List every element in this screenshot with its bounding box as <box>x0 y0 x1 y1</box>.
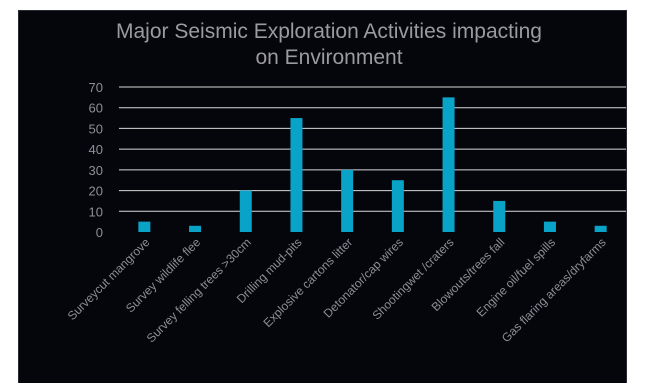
bar <box>341 169 354 232</box>
y-tick-label: 40 <box>89 142 103 157</box>
bar-chart: Major Seismic Exploration Activities imp… <box>65 20 626 345</box>
bar <box>239 190 252 232</box>
y-tick-label: 70 <box>89 80 103 95</box>
chart-title-line-1: Major Seismic Exploration Activities imp… <box>116 20 542 43</box>
chart-title-line-2: on Environment <box>255 46 402 69</box>
y-tick-label: 60 <box>89 101 103 116</box>
bar <box>189 225 202 232</box>
chart-title: Major Seismic Exploration Activities imp… <box>116 20 542 69</box>
bar <box>290 118 303 232</box>
y-tick-label: 0 <box>96 225 103 240</box>
y-tick-label: 50 <box>89 121 103 136</box>
x-tick-label: Surveycut mangrove <box>65 235 153 323</box>
x-tick-label: Explosive cartons litter <box>260 235 355 330</box>
bar <box>391 180 404 232</box>
y-axis-ticks: 0 10 20 30 40 50 60 70 <box>89 80 103 240</box>
bar <box>543 221 556 232</box>
x-tick-label: Gas flaring areas/dryfarms <box>499 235 609 345</box>
bar <box>442 97 455 232</box>
gridlines <box>119 86 626 212</box>
bar <box>594 225 607 232</box>
y-tick-label: 10 <box>89 204 103 219</box>
y-tick-label: 20 <box>89 184 103 199</box>
bar <box>138 221 151 232</box>
chart-frame: Major Seismic Exploration Activities imp… <box>18 10 627 383</box>
bar <box>493 200 506 232</box>
y-tick-label: 30 <box>89 163 103 178</box>
bars <box>138 97 607 232</box>
x-tick-label: Survey felling trees >30cm <box>144 235 254 345</box>
